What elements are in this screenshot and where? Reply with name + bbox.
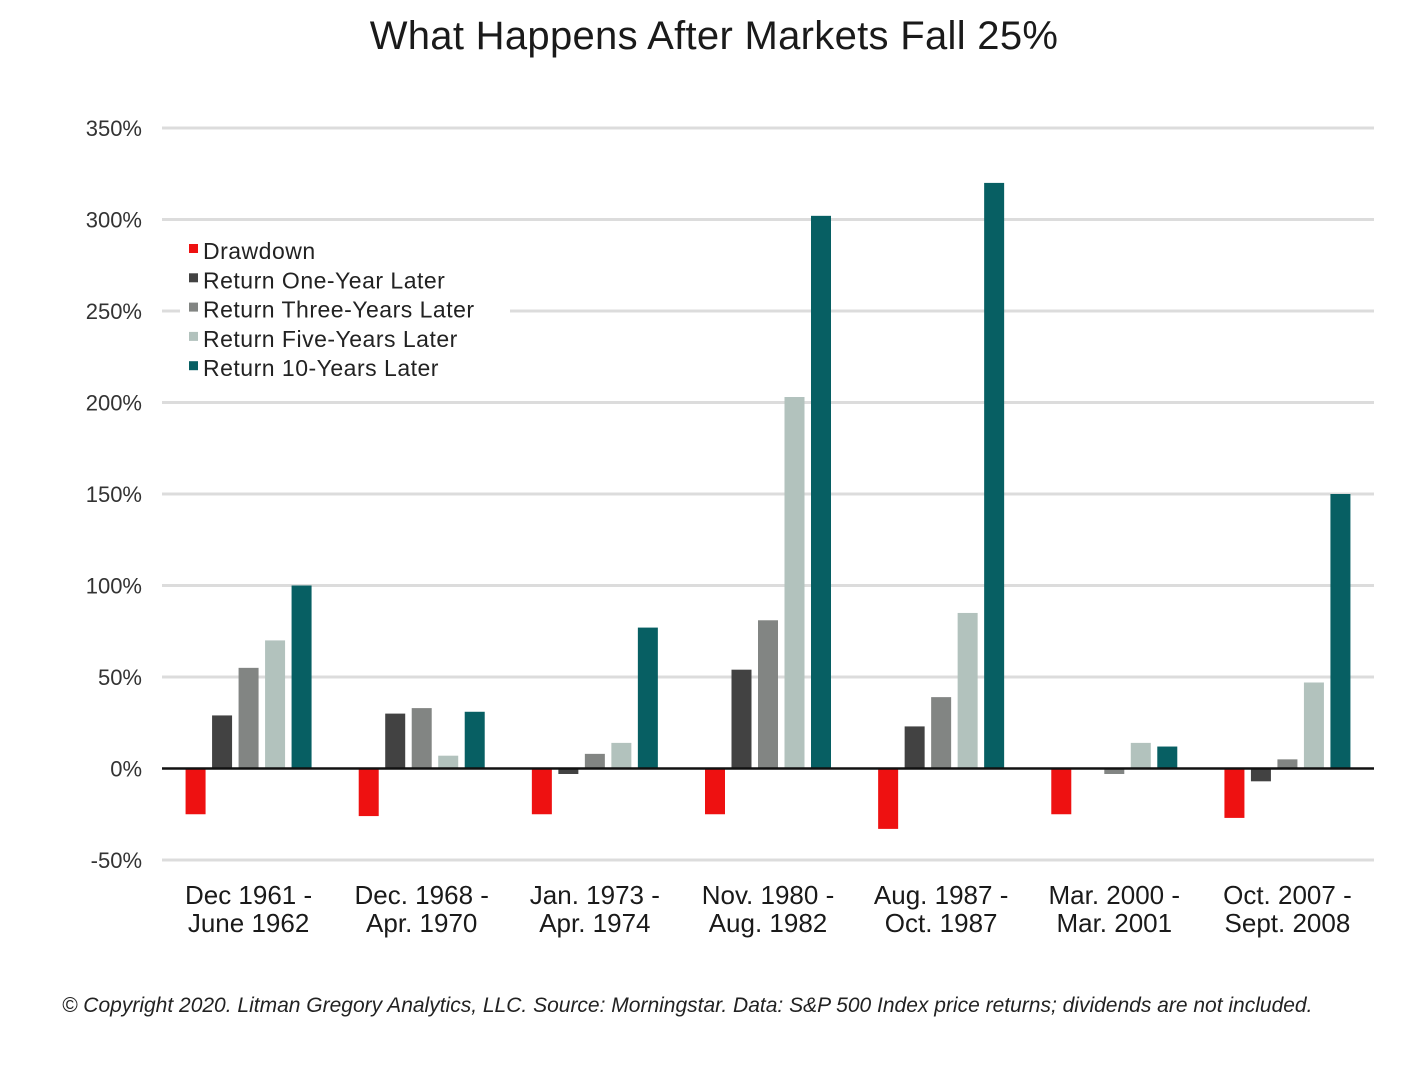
bar-return-five-years-later — [611, 742, 632, 769]
legend-label: Return One-Year Later — [203, 267, 445, 293]
bar-return-10-years-later — [1157, 746, 1178, 769]
legend: Drawdown Return One-Year Later Return Thre… — [180, 236, 510, 384]
bar-return-five-years-later — [265, 640, 286, 769]
x-tick-label: Aug. 1987 - — [874, 880, 1008, 910]
y-tick-label: 100% — [86, 574, 142, 599]
bar-return-three-years-later — [238, 667, 259, 769]
x-tick-label: Nov. 1980 - — [702, 880, 834, 910]
y-tick-label: -50% — [91, 848, 142, 873]
bar-drawdown — [358, 768, 379, 817]
bar-return-three-years-later — [758, 620, 778, 769]
axes: 350% 300% 250% 200% 150% 100% 50% 0% -50% Dec 196… — [86, 116, 1374, 938]
bar-return-one-year-later — [212, 715, 233, 769]
bar-return-one-year-later — [385, 713, 406, 769]
bar-return-five-years-later — [1130, 742, 1151, 769]
x-tick-label: Aug. 1982 — [709, 908, 828, 938]
y-tick-label: 200% — [86, 391, 142, 416]
x-tick-label: Oct. 2007 - — [1223, 880, 1352, 910]
x-tick-label: Mar. 2001 — [1056, 908, 1172, 938]
bar-return-three-years-later — [1104, 768, 1125, 774]
y-tick-label: 150% — [86, 482, 142, 507]
x-tick-label: Sept. 2008 — [1225, 908, 1351, 938]
legend-swatch — [189, 302, 198, 312]
legend-label: Drawdown — [203, 238, 316, 264]
legend-label: Return Three-Years Later — [203, 297, 475, 323]
bar-return-five-years-later — [438, 755, 459, 769]
y-tick-label: 250% — [86, 299, 142, 324]
legend-swatch — [189, 273, 198, 283]
bars — [185, 182, 1351, 829]
bar-return-five-years-later — [1303, 682, 1324, 769]
bar-drawdown — [185, 768, 206, 815]
x-tick-label: Mar. 2000 - — [1049, 880, 1181, 910]
x-tick-label: Oct. 1987 — [885, 908, 998, 938]
x-tick-label: Dec. 1968 - — [355, 880, 489, 910]
bar-drawdown — [1224, 768, 1245, 818]
legend-swatch — [189, 361, 198, 371]
y-tick-label: 350% — [86, 116, 142, 141]
bar-return-10-years-later — [291, 585, 312, 769]
bar-return-one-year-later — [731, 669, 752, 769]
y-tick-label: 50% — [98, 665, 142, 690]
x-tick-label: Apr. 1974 — [539, 908, 650, 938]
bar-drawdown — [531, 768, 552, 815]
bar-drawdown — [1051, 768, 1072, 815]
bar-return-10-years-later — [464, 711, 485, 769]
x-tick-label: Jan. 1973 - — [530, 880, 660, 910]
bar-drawdown — [878, 768, 899, 829]
x-tick-label: Dec 1961 - — [185, 880, 312, 910]
bar-return-five-years-later — [784, 397, 805, 769]
bar-return-10-years-later — [984, 182, 1005, 769]
bar-return-three-years-later — [411, 708, 432, 769]
y-tick-label: 0% — [110, 757, 142, 782]
y-tick-label: 300% — [86, 208, 142, 233]
bar-return-three-years-later — [931, 697, 952, 769]
bar-return-10-years-later — [811, 215, 831, 769]
bar-drawdown — [705, 768, 725, 815]
bar-return-10-years-later — [637, 627, 658, 769]
bar-return-one-year-later — [558, 768, 579, 774]
bar-return-one-year-later — [1250, 768, 1271, 782]
legend-label: Return Five-Years Later — [203, 326, 458, 352]
bar-return-10-years-later — [1330, 494, 1351, 769]
bar-return-five-years-later — [957, 612, 978, 769]
chart-title: What Happens After Markets Fall 25% — [369, 14, 1059, 58]
legend-label: Return 10-Years Later — [203, 355, 439, 381]
source-footnote: © Copyright 2020. Litman Gregory Analyti… — [62, 994, 1313, 1017]
bar-return-three-years-later — [1277, 759, 1298, 769]
legend-background — [180, 236, 510, 384]
bar-return-three-years-later — [584, 753, 605, 769]
x-tick-label: June 1962 — [188, 908, 309, 938]
x-tick-label: Apr. 1970 — [366, 908, 477, 938]
legend-swatch — [189, 331, 198, 341]
legend-swatch — [189, 244, 198, 253]
bar-return-one-year-later — [904, 726, 925, 769]
